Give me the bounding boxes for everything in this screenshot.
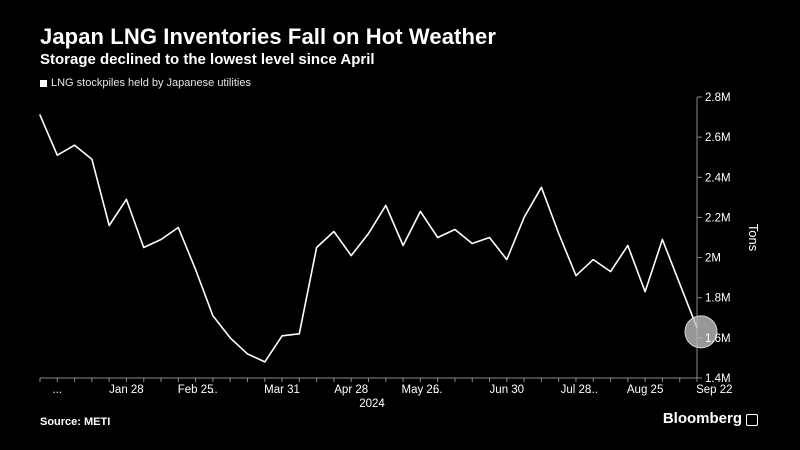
bloomberg-badge-icon	[746, 413, 758, 426]
y-tick-label: 2.8M	[705, 92, 731, 104]
y-axis-title: Tons	[746, 224, 761, 252]
legend-swatch	[40, 79, 47, 87]
y-tick-label: 2.4M	[705, 172, 731, 184]
y-tick-label: 1.4M	[705, 373, 731, 385]
chart-title: Japan LNG Inventories Fall on Hot Weathe…	[40, 24, 496, 49]
x-tick-label: Aug 25	[627, 384, 663, 396]
source-note: Source: METI	[40, 416, 111, 428]
x-tick-label: ...	[52, 384, 62, 396]
x-tick-label: Mar 31	[264, 384, 300, 396]
y-tick-label: 1.8M	[705, 293, 731, 305]
chart-subtitle: Storage declined to the lowest level sin…	[40, 51, 375, 68]
y-tick-label: 2M	[705, 253, 721, 265]
y-tick-label: 2.6M	[705, 132, 731, 144]
axis-layer	[39, 96, 702, 382]
y-tick-label: 1.6M	[705, 333, 731, 345]
x-year-label: 2024	[359, 398, 385, 410]
legend: LNG stockpiles held by Japanese utilitie…	[40, 77, 251, 89]
series-layer	[39, 114, 718, 363]
x-tick-label: ...	[588, 384, 598, 396]
x-tick-label: ...	[208, 384, 218, 396]
x-tick-label: Apr 28	[334, 384, 368, 396]
x-tick-label: Jun 30	[490, 384, 525, 396]
y-tick-label: 2.2M	[705, 212, 731, 224]
label-layer: 1.4M 1.6M 1.8M 2M 2.2M 2.4M 2.6M 2.8M Tons... Jan…	[52, 92, 761, 410]
x-tick-label: Feb 25	[178, 384, 214, 396]
x-tick-label: Jan 28	[109, 384, 144, 396]
x-tick-label: Jul 28	[561, 384, 592, 396]
x-tick-label: ...	[433, 384, 443, 396]
brand-logo: Bloomberg	[663, 410, 758, 427]
series-line	[39, 114, 698, 363]
legend-label: LNG stockpiles held by Japanese utilitie…	[51, 77, 251, 89]
brand-name: Bloomberg	[662, 410, 742, 427]
last-point-highlight	[684, 315, 718, 349]
x-tick-label: Sep 22	[696, 384, 732, 396]
x-tick-label: May 26	[402, 384, 440, 396]
